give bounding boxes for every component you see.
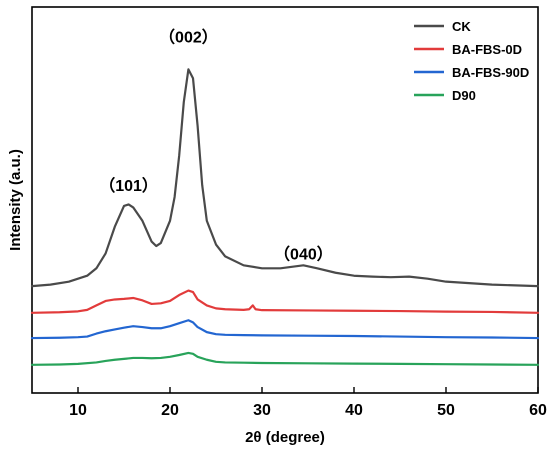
legend-entry-label: D90: [452, 88, 476, 103]
series-line-d90: [30, 351, 540, 366]
legend-entry-label: CK: [452, 19, 471, 34]
y-axis-label: Intensity (a.u.): [7, 149, 24, 251]
peak-annotation: （101）: [99, 177, 158, 195]
legend-entry-label: BA-FBS-90D: [452, 65, 529, 80]
legend: CK BA-FBS-0D BA-FBS-90D D90: [414, 19, 529, 103]
series-line-ck: [30, 68, 540, 288]
peak-annotation: （040）: [274, 245, 333, 263]
series-lines: [30, 68, 540, 366]
x-tick-label: 20: [161, 402, 179, 419]
x-tick-label: 50: [437, 402, 455, 419]
x-tick-label: 60: [529, 402, 547, 419]
series-line-ba-fbs-90d: [30, 319, 540, 340]
peak-annotation: （002）: [159, 29, 218, 47]
legend-entry-label: BA-FBS-0D: [452, 42, 522, 57]
x-tick-label: 10: [69, 402, 87, 419]
plot-frame: [31, 6, 539, 394]
x-axis-label: 2θ (degree): [245, 429, 325, 446]
x-tick-label: 30: [253, 402, 271, 419]
x-tick-label: 40: [345, 402, 363, 419]
series-line-ba-fbs-0d: [30, 289, 540, 314]
